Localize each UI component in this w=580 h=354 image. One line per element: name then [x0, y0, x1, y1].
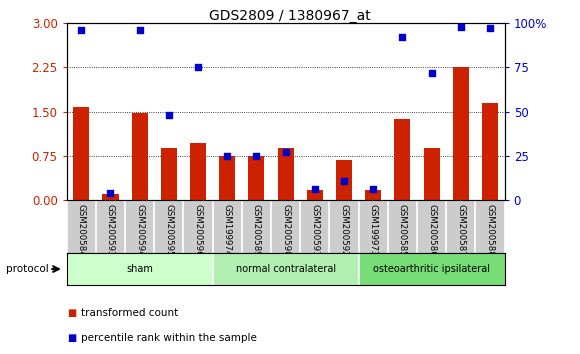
Text: GSM200593: GSM200593	[106, 204, 115, 257]
Point	[135, 27, 144, 33]
Text: GSM200586: GSM200586	[427, 204, 436, 257]
Bar	[394, 119, 411, 200]
Point	[281, 149, 291, 155]
Point	[427, 70, 436, 75]
Bar	[213, 253, 358, 285]
Bar	[67, 253, 213, 285]
Text: sham: sham	[126, 264, 153, 274]
Text: transformed count: transformed count	[81, 308, 179, 318]
Text: GDS2809 / 1380967_at: GDS2809 / 1380967_at	[209, 9, 371, 23]
Text: GSM199974: GSM199974	[223, 204, 232, 257]
Point	[77, 27, 86, 33]
Bar	[278, 148, 293, 200]
Bar	[73, 107, 89, 200]
Bar	[307, 190, 323, 200]
Point	[339, 178, 349, 183]
Bar	[365, 190, 381, 200]
Bar	[190, 143, 206, 200]
Text: GSM200588: GSM200588	[485, 204, 495, 257]
Bar	[336, 160, 352, 200]
Text: ■: ■	[67, 308, 76, 318]
Bar	[219, 156, 235, 200]
Text: GSM200595: GSM200595	[164, 204, 173, 257]
Point	[398, 34, 407, 40]
Point	[369, 187, 378, 192]
Text: ■: ■	[67, 333, 76, 343]
Point	[193, 64, 203, 70]
Text: GSM200585: GSM200585	[398, 204, 407, 257]
Text: percentile rank within the sample: percentile rank within the sample	[81, 333, 257, 343]
Point	[485, 25, 495, 31]
Text: GSM200589: GSM200589	[252, 204, 261, 257]
Point	[456, 24, 466, 29]
Point	[164, 112, 173, 118]
Text: osteoarthritic ipsilateral: osteoarthritic ipsilateral	[373, 264, 490, 274]
Point	[310, 187, 320, 192]
Bar	[132, 113, 148, 200]
Text: GSM200596: GSM200596	[194, 204, 202, 257]
Text: normal contralateral: normal contralateral	[235, 264, 336, 274]
Point	[252, 153, 261, 159]
Point	[223, 153, 232, 159]
Bar	[453, 67, 469, 200]
Bar	[358, 253, 505, 285]
Bar	[103, 194, 118, 200]
Text: GSM199973: GSM199973	[369, 204, 378, 257]
Bar	[423, 148, 440, 200]
Text: GSM200584: GSM200584	[77, 204, 86, 257]
Point	[106, 190, 115, 196]
Text: GSM200591: GSM200591	[310, 204, 320, 257]
Text: GSM200590: GSM200590	[281, 204, 290, 257]
Bar	[482, 103, 498, 200]
Text: protocol: protocol	[6, 264, 49, 274]
Bar	[161, 148, 177, 200]
Text: GSM200587: GSM200587	[456, 204, 465, 257]
Text: GSM200594: GSM200594	[135, 204, 144, 257]
Bar	[248, 156, 264, 200]
Text: GSM200592: GSM200592	[339, 204, 349, 257]
